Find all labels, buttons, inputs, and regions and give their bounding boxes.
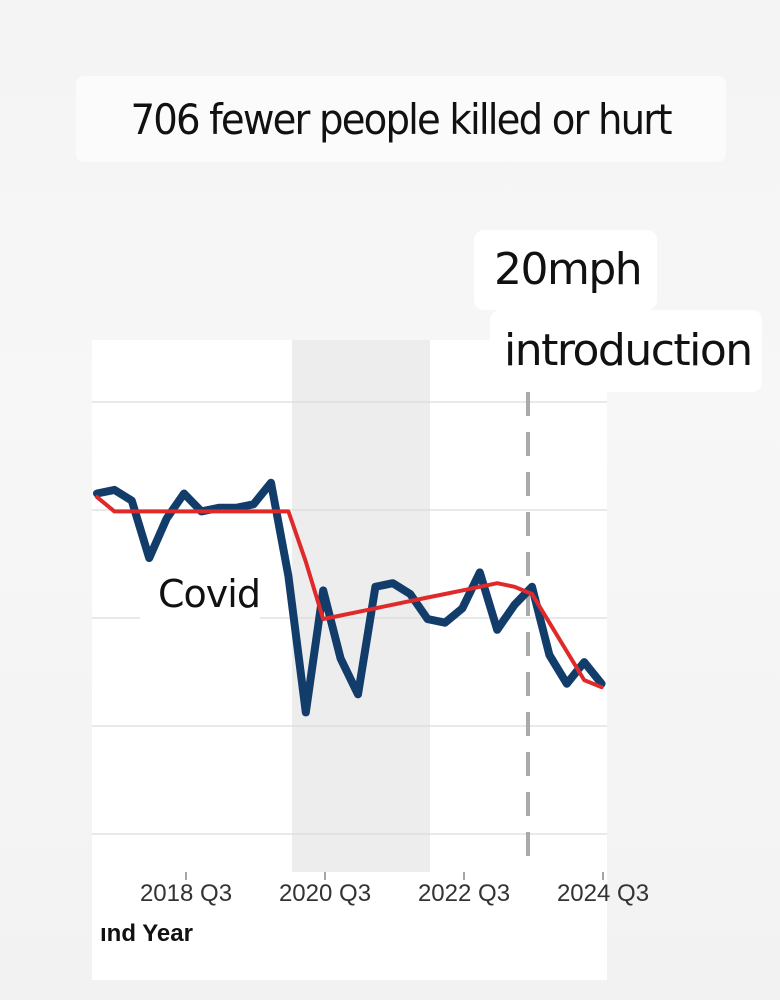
intro-annotation-line1: 20mph [474, 230, 657, 310]
x-axis-title: ınd Year [100, 920, 193, 947]
intro-annotation-line2: introduction [490, 310, 762, 392]
chart-area [92, 340, 607, 980]
covid-shaded-band [292, 340, 430, 872]
x-tick-label: 2020 Q3 [278, 880, 372, 907]
x-tick-label: 2018 Q3 [139, 880, 233, 907]
x-tick-label: 2022 Q3 [417, 880, 511, 907]
trend-line [95, 495, 604, 690]
line-chart [92, 340, 607, 880]
headline-card: 706 fewer people killed or hurt [76, 76, 726, 162]
x-tick-label: 2024 Q3 [556, 880, 650, 907]
casualty-series-line [93, 478, 606, 717]
covid-annotation: Covid [140, 562, 261, 626]
headline: 706 fewer people killed or hurt [130, 94, 673, 144]
